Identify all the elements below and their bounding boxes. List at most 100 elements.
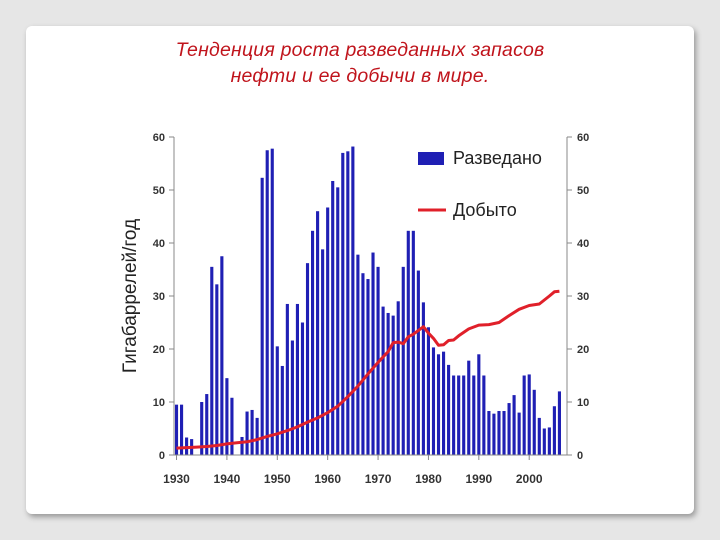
title-line-1: Тенденция роста разведанных запасов	[175, 39, 545, 61]
bar-1983	[442, 351, 446, 455]
bar-1954	[295, 303, 299, 455]
bar-1931	[180, 404, 184, 455]
y-tick-label-left-60: 60	[153, 132, 165, 144]
bar-1986	[457, 375, 461, 455]
bar-1966	[356, 254, 360, 455]
bar-1945	[250, 409, 254, 455]
bar-1993	[492, 413, 496, 455]
bar-1980	[426, 327, 430, 455]
bar-1971	[381, 306, 385, 455]
x-tick-label-2000: 2000	[516, 472, 543, 486]
bar-1957	[311, 230, 315, 455]
slide-title: Тенденция роста разведанных запасов нефт…	[0, 37, 720, 89]
y-tick-label-left-10: 10	[153, 397, 165, 409]
x-tick-label-1970: 1970	[365, 472, 392, 486]
bar-1958	[316, 211, 320, 455]
x-tick-label-1950: 1950	[264, 472, 291, 486]
y-tick-label-right-40: 40	[577, 238, 589, 250]
bar-1938	[215, 284, 219, 455]
bar-1985	[452, 375, 456, 455]
bar-2001	[532, 389, 536, 455]
x-tick-label-1980: 1980	[415, 472, 442, 486]
bar-1963	[341, 152, 345, 455]
bar-1976	[406, 230, 410, 455]
bar-1953	[290, 340, 294, 455]
bar-1994	[497, 411, 501, 455]
y-axis-label: Гигабаррелей/год	[120, 219, 141, 373]
bar-1973	[391, 315, 395, 455]
bar-1974	[396, 301, 400, 455]
bar-1969	[371, 252, 375, 455]
y-tick-label-left-50: 50	[153, 185, 165, 197]
x-tick-label-1990: 1990	[465, 472, 492, 486]
x-tick-label-1930: 1930	[163, 472, 190, 486]
bar-1964	[346, 151, 350, 455]
y-tick-label-left-0: 0	[159, 450, 165, 462]
bar-1947	[260, 177, 264, 455]
bar-1987	[462, 375, 466, 455]
bar-1999	[522, 375, 526, 455]
bar-1990	[477, 354, 481, 455]
bar-2003	[542, 428, 546, 455]
y-tick-label-left-40: 40	[153, 238, 165, 250]
y-tick-label-left-30: 30	[153, 291, 165, 303]
legend: Разведано Добыто	[418, 148, 542, 220]
x-tick-label-1940: 1940	[214, 472, 241, 486]
bar-1961	[331, 180, 335, 456]
legend-bar-swatch	[418, 152, 444, 165]
bar-1930	[174, 404, 179, 455]
bar-1979	[421, 302, 425, 455]
bar-1968	[366, 279, 370, 455]
bar-1989	[472, 375, 476, 455]
bar-1965	[351, 146, 355, 456]
bar-1951	[280, 365, 284, 455]
bar-1998	[517, 412, 521, 455]
bar-1952	[285, 303, 289, 455]
bar-1943	[240, 436, 244, 455]
legend-bar-label: Разведано	[453, 148, 542, 168]
slide-card	[26, 26, 694, 514]
bar-1995	[502, 411, 506, 455]
bar-1935	[200, 402, 204, 455]
bar-1975	[401, 266, 405, 455]
bar-1948	[265, 150, 269, 455]
bar-2002	[537, 417, 541, 455]
y-tick-label-right-60: 60	[577, 132, 589, 144]
bar-1939	[220, 256, 224, 455]
bar-1967	[361, 273, 365, 455]
tick-labels: 0 0 10 10 20 20 30 30 40 40 50 50 60 60 1930 1940 1950 19…	[153, 132, 590, 486]
bar-1962	[336, 187, 340, 455]
bar-1950	[275, 346, 279, 455]
bar-1982	[436, 354, 441, 455]
bar-1977	[411, 230, 415, 455]
bar-1996	[507, 403, 511, 455]
legend-line-label: Добыто	[453, 200, 517, 220]
bar-1997	[512, 395, 516, 455]
bar-2006	[557, 391, 561, 455]
y-tick-label-right-20: 20	[577, 344, 589, 356]
bar-2005	[552, 406, 556, 455]
bar-1941	[230, 397, 234, 455]
y-tick-label-right-50: 50	[577, 185, 589, 197]
bar-1944	[245, 411, 249, 455]
x-tick-label-1960: 1960	[314, 472, 341, 486]
bar-1946	[255, 417, 259, 455]
bar-1981	[431, 347, 436, 455]
bar-2000	[527, 374, 531, 455]
bar-1991	[482, 375, 486, 455]
y-tick-label-right-30: 30	[577, 291, 589, 303]
bar-1984	[447, 364, 451, 455]
y-tick-label-right-10: 10	[577, 397, 589, 409]
bar-1936	[205, 394, 209, 455]
bar-1992	[487, 411, 491, 455]
bar-1937	[210, 266, 214, 455]
bar-1988	[467, 360, 471, 455]
bar-1960	[326, 207, 330, 455]
bar-1959	[321, 249, 325, 455]
y-tick-label-left-20: 20	[153, 344, 165, 356]
bar-1972	[386, 312, 390, 455]
bar-1949	[270, 148, 274, 455]
bar-2004	[547, 427, 551, 455]
bar-1955	[300, 322, 305, 455]
